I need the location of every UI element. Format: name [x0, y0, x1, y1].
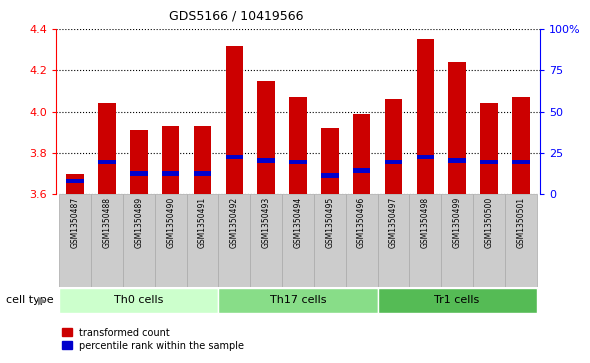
- FancyBboxPatch shape: [378, 288, 537, 313]
- Bar: [289, 97, 307, 194]
- Bar: [67, 174, 84, 194]
- Text: GSM1350496: GSM1350496: [357, 197, 366, 248]
- Text: GSM1350487: GSM1350487: [71, 197, 80, 248]
- Text: GSM1350494: GSM1350494: [293, 197, 303, 248]
- Bar: [353, 114, 371, 194]
- Bar: [385, 99, 402, 194]
- Text: GSM1350500: GSM1350500: [484, 197, 493, 248]
- Bar: [162, 126, 179, 194]
- Bar: [257, 81, 275, 194]
- Bar: [225, 45, 243, 194]
- FancyBboxPatch shape: [59, 194, 91, 287]
- Bar: [353, 168, 371, 173]
- Text: GSM1350491: GSM1350491: [198, 197, 207, 248]
- FancyBboxPatch shape: [186, 194, 218, 287]
- Bar: [225, 155, 243, 159]
- Text: GSM1350499: GSM1350499: [453, 197, 461, 248]
- Bar: [321, 174, 339, 178]
- Text: Tr1 cells: Tr1 cells: [434, 295, 480, 305]
- FancyBboxPatch shape: [441, 194, 473, 287]
- Bar: [480, 103, 498, 194]
- Bar: [512, 97, 529, 194]
- Bar: [67, 179, 84, 183]
- Text: GSM1350489: GSM1350489: [135, 197, 143, 248]
- Text: cell type: cell type: [6, 295, 54, 305]
- FancyBboxPatch shape: [282, 194, 314, 287]
- FancyBboxPatch shape: [505, 194, 537, 287]
- FancyBboxPatch shape: [91, 194, 123, 287]
- Text: GSM1350492: GSM1350492: [230, 197, 239, 248]
- Bar: [130, 130, 148, 194]
- Text: GSM1350488: GSM1350488: [103, 197, 112, 248]
- Bar: [162, 171, 179, 176]
- FancyBboxPatch shape: [123, 194, 155, 287]
- Bar: [321, 128, 339, 194]
- Bar: [448, 159, 466, 163]
- Bar: [194, 126, 211, 194]
- Text: GSM1350497: GSM1350497: [389, 197, 398, 248]
- Text: GSM1350495: GSM1350495: [325, 197, 335, 248]
- FancyBboxPatch shape: [218, 288, 378, 313]
- Text: ▶: ▶: [38, 295, 47, 305]
- Bar: [480, 159, 498, 164]
- Bar: [98, 103, 116, 194]
- Bar: [98, 160, 116, 164]
- FancyBboxPatch shape: [473, 194, 505, 287]
- Bar: [257, 159, 275, 163]
- Bar: [194, 171, 211, 176]
- FancyBboxPatch shape: [314, 194, 346, 287]
- FancyBboxPatch shape: [346, 194, 378, 287]
- Text: Th0 cells: Th0 cells: [114, 295, 163, 305]
- FancyBboxPatch shape: [218, 194, 250, 287]
- Bar: [448, 62, 466, 194]
- FancyBboxPatch shape: [59, 288, 218, 313]
- Bar: [385, 159, 402, 164]
- Bar: [417, 39, 434, 194]
- Bar: [130, 171, 148, 176]
- Bar: [417, 155, 434, 159]
- Text: GSM1350498: GSM1350498: [421, 197, 430, 248]
- Text: GSM1350501: GSM1350501: [516, 197, 525, 248]
- Text: GSM1350490: GSM1350490: [166, 197, 175, 248]
- FancyBboxPatch shape: [409, 194, 441, 287]
- Bar: [289, 159, 307, 164]
- Legend: transformed count, percentile rank within the sample: transformed count, percentile rank withi…: [58, 324, 248, 355]
- Text: GDS5166 / 10419566: GDS5166 / 10419566: [169, 9, 303, 22]
- Text: Th17 cells: Th17 cells: [270, 295, 326, 305]
- Bar: [512, 159, 529, 164]
- FancyBboxPatch shape: [155, 194, 186, 287]
- FancyBboxPatch shape: [250, 194, 282, 287]
- FancyBboxPatch shape: [378, 194, 409, 287]
- Text: GSM1350493: GSM1350493: [261, 197, 271, 248]
